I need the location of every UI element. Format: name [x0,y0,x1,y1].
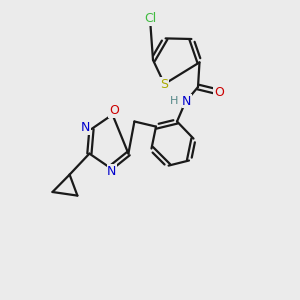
Text: N: N [81,121,90,134]
Text: O: O [109,104,119,118]
Text: Cl: Cl [144,12,156,25]
Text: O: O [214,85,224,99]
Text: H: H [170,96,178,106]
Text: N: N [182,94,192,108]
Text: N: N [107,165,117,178]
Text: S: S [160,77,168,91]
